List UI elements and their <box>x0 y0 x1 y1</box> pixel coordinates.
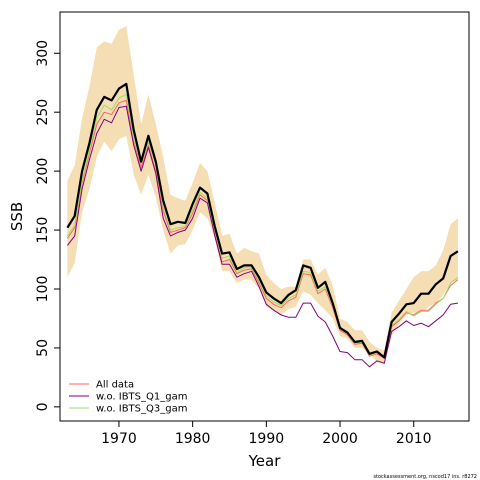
footnote: stockassessment.org, nscod17 ins. r8272 <box>373 474 477 480</box>
x-tick-label: 1990 <box>249 431 285 447</box>
x-tick-label: 1970 <box>101 431 137 447</box>
x-tick-label: 2010 <box>396 431 432 447</box>
y-tick-label: 300 <box>35 40 51 67</box>
y-tick-label: 100 <box>35 276 51 303</box>
x-tick-label: 1980 <box>175 431 211 447</box>
series-line-w-o-ibts-q1-gam <box>67 105 458 368</box>
legend-label: All data <box>96 380 134 391</box>
y-tick-label: 200 <box>35 158 51 185</box>
x-axis: 1970 1980 1990 2000 2010 <box>101 421 432 447</box>
series-line-w-o-ibts-q3-gam <box>66 94 459 358</box>
x-tick-label: 2000 <box>322 431 358 447</box>
legend-label: w.o. IBTS_Q1_gam <box>96 392 187 403</box>
series-line-all-data <box>66 99 459 359</box>
y-axis-title: SSB <box>8 202 26 231</box>
series-line-estimate <box>66 82 459 359</box>
y-tick-label: 250 <box>35 99 51 126</box>
x-axis-title: Year <box>248 452 282 470</box>
y-tick-label: 150 <box>35 217 51 244</box>
legend-label: w.o. IBTS_Q3_gam <box>96 404 187 415</box>
y-tick-label: 50 <box>35 339 51 357</box>
y-axis: 0 50 100 150 200 250 300 <box>35 40 60 411</box>
plot-frame <box>59 11 470 422</box>
y-tick-label: 0 <box>35 402 51 411</box>
series-layer <box>66 82 459 368</box>
